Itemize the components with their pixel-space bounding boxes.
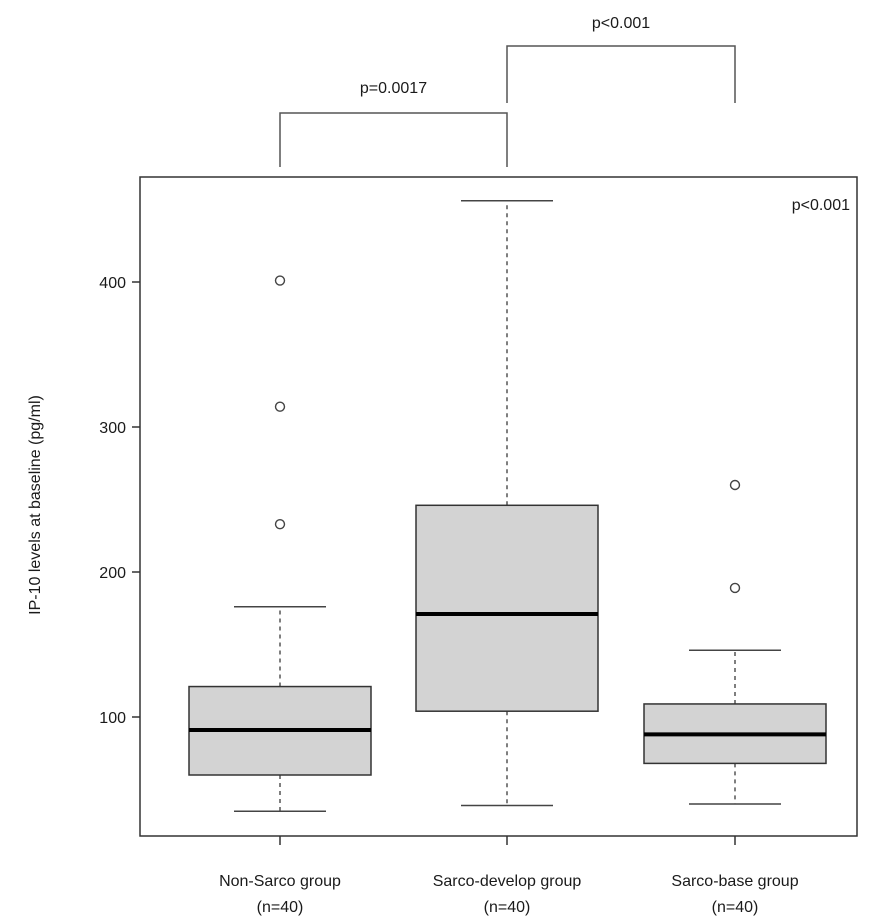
- outlier-point: [274, 401, 286, 412]
- x-category-count: (n=40): [712, 899, 759, 916]
- significance-p-label: p=0.0017: [360, 80, 427, 97]
- significance-bracket: [279, 112, 508, 167]
- outlier-point: [274, 275, 286, 286]
- y-tick-label: 100: [99, 710, 126, 727]
- x-category-count: (n=40): [484, 899, 531, 916]
- x-category-label: Sarco-develop group: [433, 873, 582, 890]
- y-tick-label: 300: [99, 420, 126, 437]
- y-tick-label: 400: [99, 275, 126, 292]
- outlier-point: [729, 582, 741, 594]
- significance-p-label: p<0.001: [592, 15, 650, 32]
- x-category-label: Sarco-base group: [671, 873, 798, 890]
- y-tick-label: 200: [99, 565, 126, 582]
- x-category-count: (n=40): [257, 899, 304, 916]
- overall-p-value: p<0.001: [792, 197, 850, 214]
- y-axis-label: IP-10 levels at baseline (pg/ml): [27, 395, 44, 615]
- significance-bracket: [506, 45, 736, 103]
- outlier-point: [729, 479, 741, 491]
- iqr-box: [415, 504, 599, 712]
- plot-frame: [139, 176, 858, 837]
- outlier-point: [274, 518, 286, 530]
- x-category-label: Non-Sarco group: [219, 873, 341, 890]
